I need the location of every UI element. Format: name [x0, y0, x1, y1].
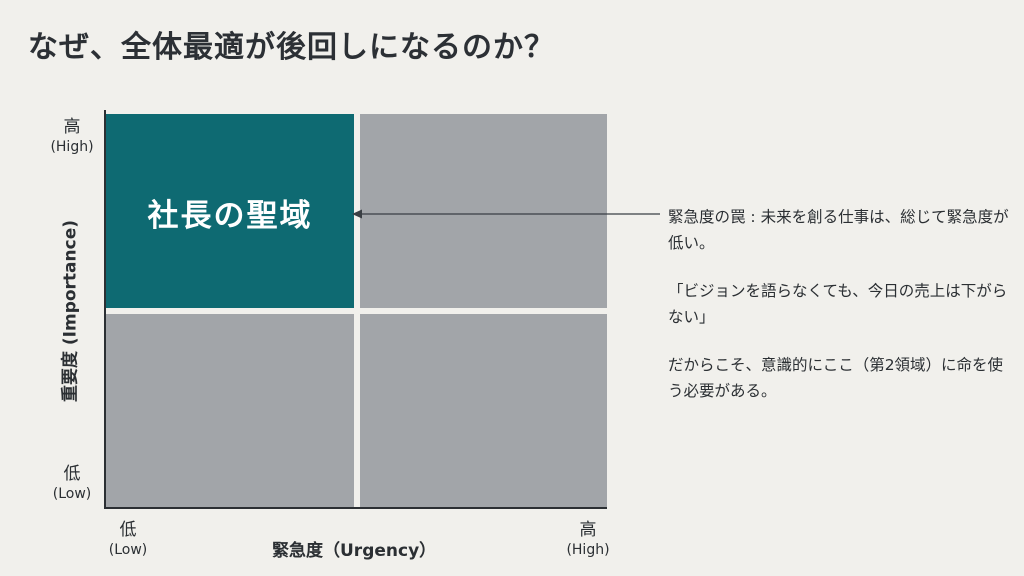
pointer-arrow — [352, 209, 660, 219]
y-tick-high-en: (High) — [50, 139, 94, 155]
annotation-paragraph-2: 「ビジョンを語らなくても、今日の売上は下がらない」 — [668, 282, 1008, 326]
annotation-text: 緊急度の罠 : 未来を創る仕事は、総じて緊急度が低い。 「ビジョンを語らなくても… — [668, 204, 1013, 426]
quadrant-not-important-urgent — [360, 314, 607, 507]
y-axis-label: 重要度 (Importance) — [60, 219, 81, 403]
x-tick-high: 高 (High) — [556, 520, 620, 560]
y-tick-high: 高 (High) — [40, 117, 104, 157]
x-tick-high-en: (High) — [566, 542, 610, 558]
y-tick-low: 低 (Low) — [40, 464, 104, 504]
page-title: なぜ、全体最適が後回しになるのか？ — [28, 30, 555, 65]
x-axis-label: 緊急度（Urgency） — [272, 541, 437, 561]
x-tick-low-jp: 低 — [119, 520, 137, 540]
x-tick-high-jp: 高 — [579, 520, 597, 540]
annotation-paragraph-1: 緊急度の罠 : 未来を創る仕事は、総じて緊急度が低い。 — [668, 208, 1009, 252]
y-tick-low-en: (Low) — [52, 486, 92, 502]
x-axis-line — [104, 507, 607, 509]
annotation-paragraph-3: だからこそ、意識的にここ（第2領域）に命を使う必要がある。 — [668, 356, 1004, 400]
y-tick-high-jp: 高 — [63, 117, 81, 137]
quadrant-not-important-not-urgent — [106, 314, 354, 507]
quadrant-important-not-urgent — [106, 114, 354, 308]
y-tick-low-jp: 低 — [63, 464, 81, 484]
x-tick-low-en: (Low) — [108, 542, 148, 558]
x-tick-low: 低 (Low) — [96, 520, 160, 560]
y-axis-line — [104, 110, 106, 508]
quadrant-important-urgent — [360, 114, 607, 308]
highlight-quadrant-label: 社長の聖域 — [147, 198, 313, 234]
